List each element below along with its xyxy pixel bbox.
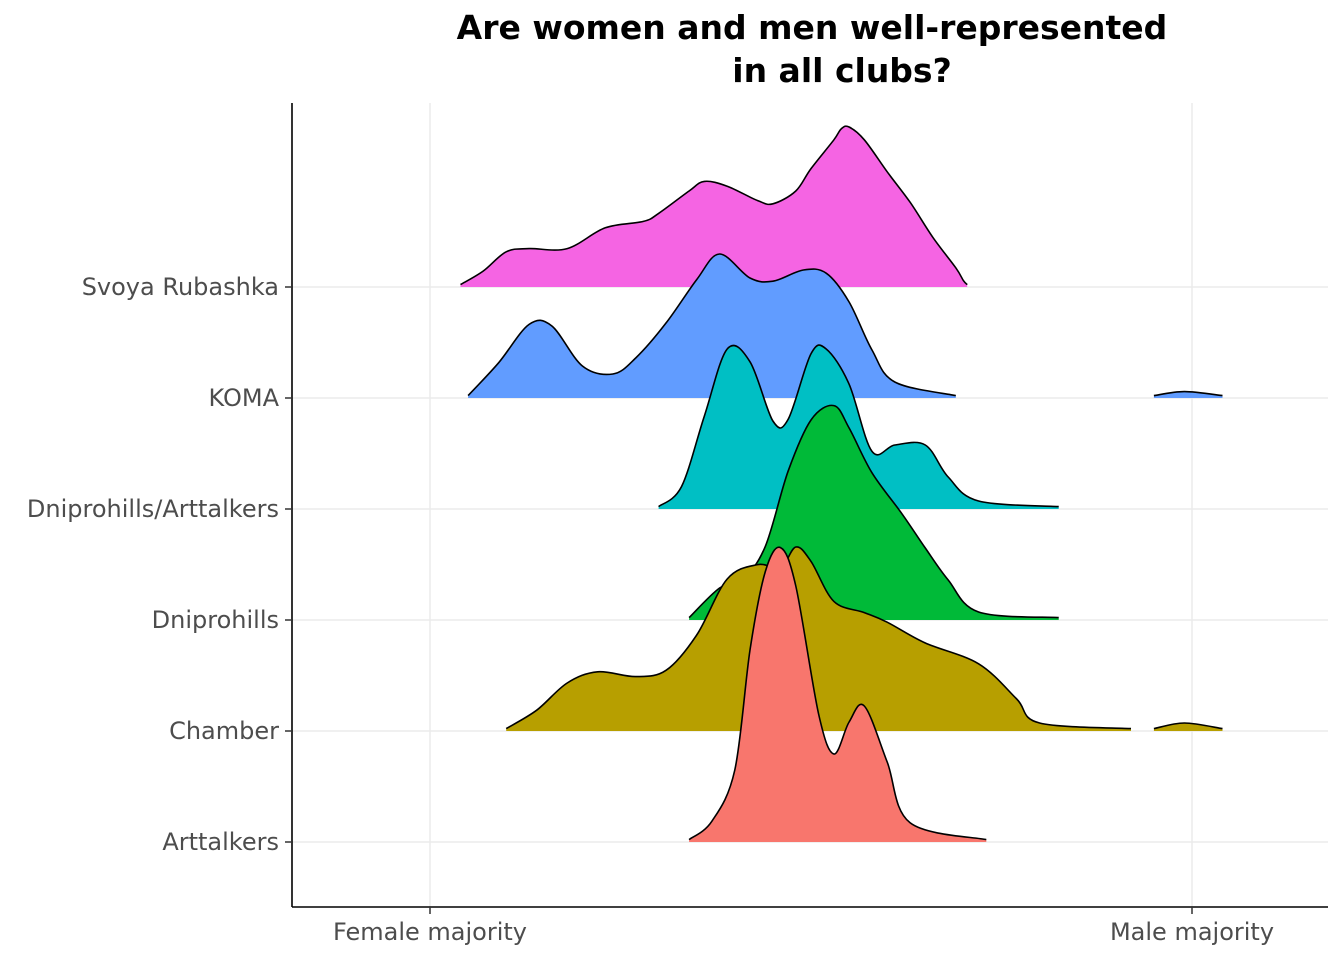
y-tick-label: Arttalkers [162,828,279,856]
ridge-outline-chamber-1 [1153,722,1223,730]
axes: Svoya Rubashka KOMA Dniprohills/Arttalkers… [27,103,1328,946]
ridge-outline-koma-1 [1153,390,1223,397]
ridge-fill-svoya-rubashka-0 [460,126,968,287]
ridge-outline-chamber-0 [505,546,1132,730]
y-tick-label: Chamber [169,717,279,745]
ridge-fill-chamber-0 [506,546,1131,731]
y-tick-label: Dniprohills/Arttalkers [27,495,279,523]
ridge-outline-koma-0 [467,253,956,397]
x-tick-label: Female majority [333,918,527,946]
chart-title-line-1: Are women and men well-represented [457,8,1168,47]
ridge-outline-dniprohills-arttalkers-0 [658,344,1059,508]
ridge-outline-svoya-rubashka-0 [460,125,968,286]
chart-title-line-2: in all clubs? [732,51,951,90]
y-tick-label: KOMA [209,384,280,412]
x-tick-label: Male majority [1110,918,1274,946]
y-tick-label: Svoya Rubashka [82,273,279,301]
ridge-areas [460,125,1223,842]
ridge-fill-arttalkers-0 [689,547,987,842]
y-tick-label: Dniprohills [152,606,279,634]
ridge-outline-arttalkers-0 [688,546,987,841]
ridge-fill-dniprohills-arttalkers-0 [658,345,1059,509]
